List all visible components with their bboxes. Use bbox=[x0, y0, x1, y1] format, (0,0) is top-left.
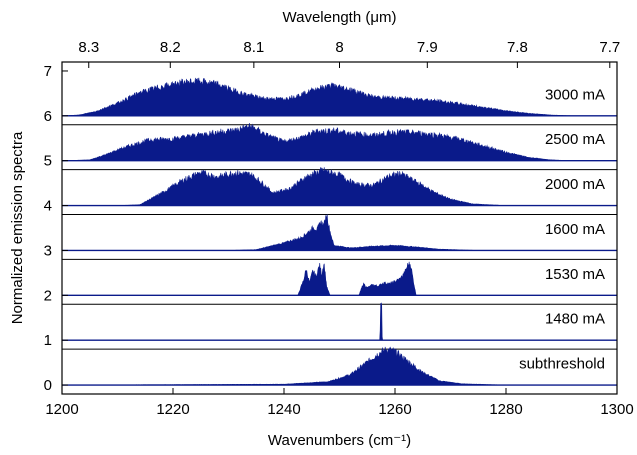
x2-tick-label: 8 bbox=[335, 39, 343, 56]
trace-label: 1530 mA bbox=[545, 266, 605, 283]
y-tick-label: 2 bbox=[44, 287, 52, 304]
y-tick-label: 1 bbox=[44, 332, 52, 349]
x2-tick-label: 7.9 bbox=[417, 39, 438, 56]
x-tick-label: 1280 bbox=[489, 401, 522, 418]
x2-tick-label: 7.8 bbox=[507, 39, 528, 56]
y-tick-label: 7 bbox=[44, 63, 52, 80]
left-axis: 0 1 2 3 4 5 6 7 bbox=[44, 63, 68, 394]
trace-label: 1480 mA bbox=[545, 311, 605, 328]
spectrum-trace bbox=[61, 123, 617, 161]
spectrum-trace bbox=[62, 166, 617, 206]
spectrum-trace bbox=[62, 302, 617, 341]
y-tick-label: 3 bbox=[44, 242, 52, 259]
y-tick-label: 6 bbox=[44, 108, 52, 125]
y-tick-label: 5 bbox=[44, 153, 52, 170]
spectrum-trace bbox=[62, 261, 617, 296]
y-axis-title: Normalized emission spectra bbox=[9, 131, 26, 324]
trace-labels: subthreshold 1480 mA 1530 mA 1600 mA 2000 mA… bbox=[519, 86, 605, 372]
x-tick-label: 1300 bbox=[600, 401, 633, 418]
top-axis: 8.3 8.2 8.1 8 7.9 7.8 7.7 bbox=[78, 39, 620, 68]
x-tick-label: 1240 bbox=[267, 401, 300, 418]
y-tick-label: 4 bbox=[44, 198, 52, 215]
x2-tick-label: 7.7 bbox=[599, 39, 620, 56]
x2-tick-label: 8.1 bbox=[243, 39, 264, 56]
x-axis-title: Wavenumbers (cm⁻¹) bbox=[268, 432, 411, 449]
trace-label: subthreshold bbox=[519, 355, 605, 372]
x2-tick-label: 8.2 bbox=[160, 39, 181, 56]
x2-axis-title: Wavelength (μm) bbox=[283, 9, 397, 26]
y-tick-label: 0 bbox=[44, 377, 52, 394]
trace-label: 2500 mA bbox=[545, 131, 605, 148]
trace-label: 1600 mA bbox=[545, 221, 605, 238]
x2-tick-label: 8.3 bbox=[78, 39, 99, 56]
trace-label: 3000 mA bbox=[545, 86, 605, 103]
trace-label: 2000 mA bbox=[545, 176, 605, 193]
spectrum-trace bbox=[61, 77, 617, 117]
spectrum-trace bbox=[62, 214, 617, 251]
x-tick-label: 1200 bbox=[45, 401, 78, 418]
bottom-axis: 1200 1220 1240 1260 1280 1300 bbox=[45, 388, 634, 418]
x-tick-label: 1220 bbox=[156, 401, 189, 418]
spectra-traces bbox=[61, 77, 617, 386]
trace-panels bbox=[62, 124, 617, 350]
x-tick-label: 1260 bbox=[378, 401, 411, 418]
